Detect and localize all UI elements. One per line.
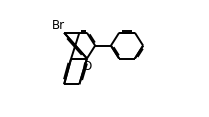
Text: Br: Br <box>52 19 65 32</box>
Text: O: O <box>82 60 92 73</box>
